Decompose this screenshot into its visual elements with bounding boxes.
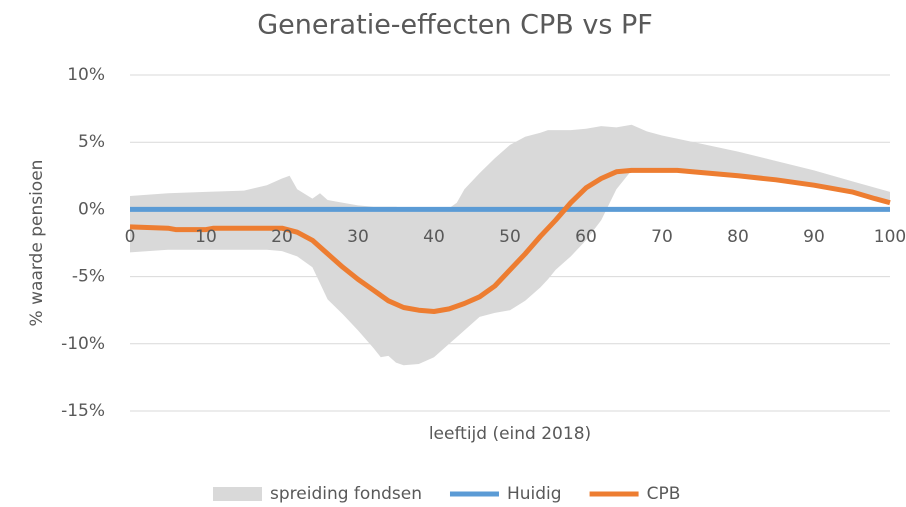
y-tick-label: -15% xyxy=(61,401,105,421)
legend-label: Huidig xyxy=(507,484,562,504)
x-tick-label: 90 xyxy=(803,227,825,247)
legend-label: CPB xyxy=(647,484,681,504)
y-tick-label: -10% xyxy=(61,334,105,354)
legend-swatch xyxy=(213,487,262,501)
chart-title: Generatie-effecten CPB vs PF xyxy=(257,10,653,41)
y-tick-label: 0% xyxy=(78,199,105,219)
x-tick-label: 10 xyxy=(195,227,217,247)
legend-label: spreiding fondsen xyxy=(270,484,422,504)
y-tick-label: -5% xyxy=(72,267,105,287)
x-tick-label: 0 xyxy=(125,227,136,247)
x-tick-label: 60 xyxy=(575,227,597,247)
series-line xyxy=(129,167,891,314)
x-axis-title: leeftijd (eind 2018) xyxy=(429,424,591,444)
x-tick-label: 30 xyxy=(347,227,369,247)
x-tick-label: 40 xyxy=(423,227,445,247)
x-tick-label: 70 xyxy=(651,227,673,247)
x-tick-label: 80 xyxy=(727,227,749,247)
x-tick-label: 20 xyxy=(271,227,293,247)
x-tick-label: 50 xyxy=(499,227,521,247)
x-tick-label: 100 xyxy=(874,227,906,247)
y-tick-label: 10% xyxy=(67,65,105,85)
y-axis-title: % waarde pensioen xyxy=(27,160,47,327)
band-area xyxy=(130,124,890,366)
y-tick-label: 5% xyxy=(78,132,105,152)
